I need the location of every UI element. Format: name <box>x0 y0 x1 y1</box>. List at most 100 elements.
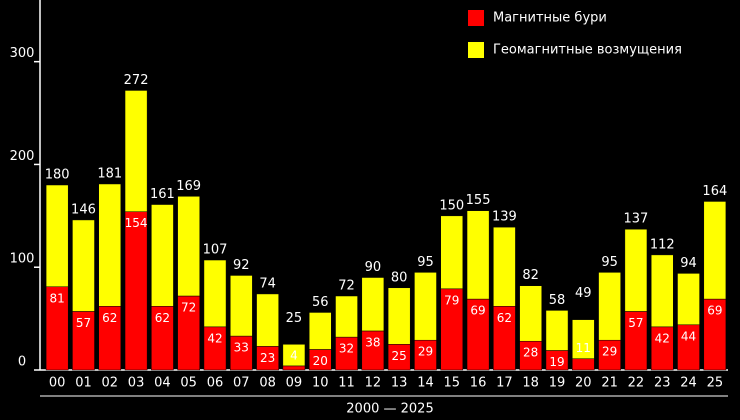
x-tick-label: 10 <box>312 376 329 391</box>
legend-label: Магнитные бури <box>493 11 607 26</box>
x-tick-label: 04 <box>154 376 171 391</box>
bar-segment <box>335 295 358 338</box>
value-label: 25 <box>392 349 407 363</box>
bar-segment <box>519 285 542 342</box>
bar-segment <box>598 272 621 341</box>
total-label: 90 <box>365 260 382 275</box>
value-label: 62 <box>497 311 512 325</box>
x-tick-label: 20 <box>575 376 592 391</box>
value-label: 42 <box>655 331 670 345</box>
legend-label: Геомагнитные возмущения <box>493 43 682 58</box>
bar-segment <box>572 358 595 371</box>
total-label: 137 <box>624 212 649 227</box>
value-label: 81 <box>50 291 65 305</box>
value-label: 44 <box>681 329 696 343</box>
total-label: 169 <box>176 179 201 194</box>
total-label: 95 <box>417 255 434 270</box>
bar-segment <box>624 228 648 312</box>
legend-swatch <box>468 42 484 58</box>
x-tick-label: 16 <box>470 376 487 391</box>
value-label: 79 <box>444 293 459 307</box>
value-label: 29 <box>602 345 617 359</box>
bar-segment <box>98 183 122 307</box>
bar-segment <box>572 319 595 359</box>
value-label: 154 <box>125 216 148 230</box>
x-tick-label: 22 <box>628 376 645 391</box>
value-label: 11 <box>576 341 591 355</box>
bar-segment <box>124 211 148 371</box>
x-tick-label: 06 <box>207 376 224 391</box>
total-label: 56 <box>312 295 329 310</box>
total-label: 161 <box>150 187 175 202</box>
bar-segment <box>387 287 411 345</box>
legend-swatch <box>468 10 484 26</box>
y-tick-label: 300 <box>10 46 35 61</box>
total-label: 58 <box>549 293 566 308</box>
total-label: 82 <box>522 268 539 283</box>
total-label: 49 <box>575 286 592 301</box>
bar-segment <box>151 204 174 307</box>
total-label: 181 <box>97 166 122 181</box>
x-tick-label: 02 <box>101 376 118 391</box>
x-tick-label: 19 <box>549 376 566 391</box>
total-label: 146 <box>71 202 96 217</box>
bar-segment <box>177 196 200 297</box>
total-label: 94 <box>680 256 697 271</box>
x-tick-label: 18 <box>522 376 539 391</box>
x-tick-label: 03 <box>128 376 145 391</box>
bar-segment <box>72 219 95 312</box>
x-axis-label: 2000 — 2025 <box>346 402 433 417</box>
total-label: 92 <box>233 258 250 273</box>
bar-segment <box>308 312 332 350</box>
y-tick-label: 0 <box>18 355 26 370</box>
bar-segment <box>414 272 437 341</box>
bar-segment <box>282 365 306 371</box>
value-label: 57 <box>628 316 643 330</box>
x-tick-label: 14 <box>417 376 434 391</box>
value-label: 72 <box>181 301 196 315</box>
value-label: 38 <box>365 335 380 349</box>
total-label: 95 <box>601 255 618 270</box>
x-tick-label: 08 <box>259 376 276 391</box>
total-label: 112 <box>650 237 675 252</box>
x-tick-label: 07 <box>233 376 250 391</box>
total-label: 74 <box>259 276 276 291</box>
value-label: 42 <box>207 331 222 345</box>
total-label: 155 <box>466 193 491 208</box>
total-label: 80 <box>391 270 408 285</box>
value-label: 62 <box>102 311 117 325</box>
total-label: 180 <box>45 168 70 183</box>
bar-segment <box>282 344 306 367</box>
value-label: 23 <box>260 351 275 365</box>
bar-segment <box>361 277 385 332</box>
bar-segment <box>545 310 569 351</box>
bar-segment <box>230 275 253 337</box>
x-tick-label: 24 <box>680 376 697 391</box>
value-label: 29 <box>418 345 433 359</box>
bar-segment <box>256 293 279 347</box>
x-tick-label: 21 <box>601 376 618 391</box>
value-label: 69 <box>470 304 485 318</box>
total-label: 72 <box>338 279 355 294</box>
x-tick-label: 25 <box>707 376 724 391</box>
bar-segment <box>124 90 148 212</box>
value-label: 28 <box>523 346 538 360</box>
bar-segment <box>440 215 464 290</box>
x-tick-label: 12 <box>365 376 382 391</box>
x-tick-label: 01 <box>75 376 92 391</box>
total-label: 139 <box>492 210 517 225</box>
x-tick-label: 05 <box>180 376 197 391</box>
value-label: 32 <box>339 342 354 356</box>
x-tick-label: 23 <box>654 376 671 391</box>
value-label: 33 <box>234 341 249 355</box>
value-label: 4 <box>290 348 298 362</box>
bar-segment <box>203 259 227 328</box>
bar-segment <box>650 254 674 328</box>
total-label: 164 <box>702 184 727 199</box>
bar-segment <box>466 210 490 300</box>
total-label: 150 <box>439 198 464 213</box>
x-tick-label: 11 <box>338 376 355 391</box>
value-label: 57 <box>76 316 91 330</box>
value-label: 62 <box>155 311 170 325</box>
y-tick-label: 200 <box>10 149 35 164</box>
